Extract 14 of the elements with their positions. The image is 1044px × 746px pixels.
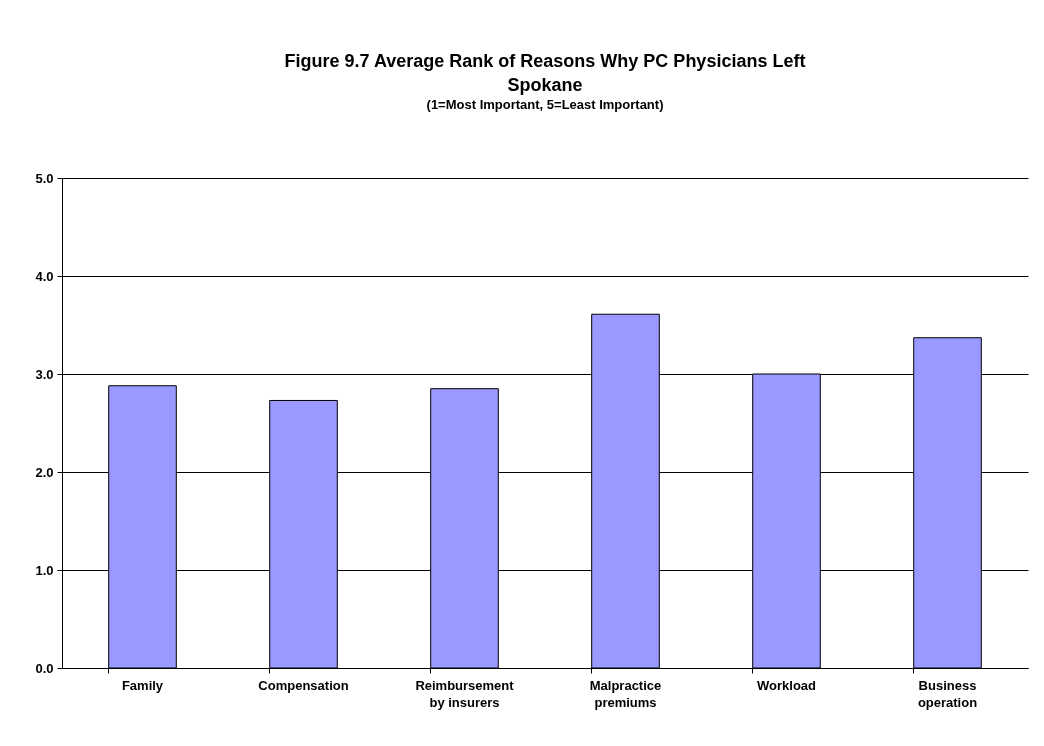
chart-subtitle: (1=Most Important, 5=Least Important) xyxy=(426,97,664,112)
chart-title: Figure 9.7 Average Rank of Reasons Why PC Physicians Left Spokane xyxy=(284,51,806,95)
x-tick-label: Compensation xyxy=(258,677,349,693)
x-tick-label: Malpractice premiums xyxy=(589,677,662,710)
x-tick-label: Workload xyxy=(757,677,817,693)
y-tick-label: 2.0 xyxy=(35,464,54,480)
y-tick-label: 3.0 xyxy=(35,366,54,382)
y-tick-label: 0.0 xyxy=(35,660,54,676)
y-tick-label: 1.0 xyxy=(35,562,54,578)
x-tick-label: Business operation xyxy=(917,677,978,710)
x-tick-label: Family xyxy=(121,677,164,693)
y-tick-label: 4.0 xyxy=(35,268,54,284)
y-tick-label: 5.0 xyxy=(35,170,54,186)
x-tick-label: Reimbursement by insurers xyxy=(415,677,515,710)
